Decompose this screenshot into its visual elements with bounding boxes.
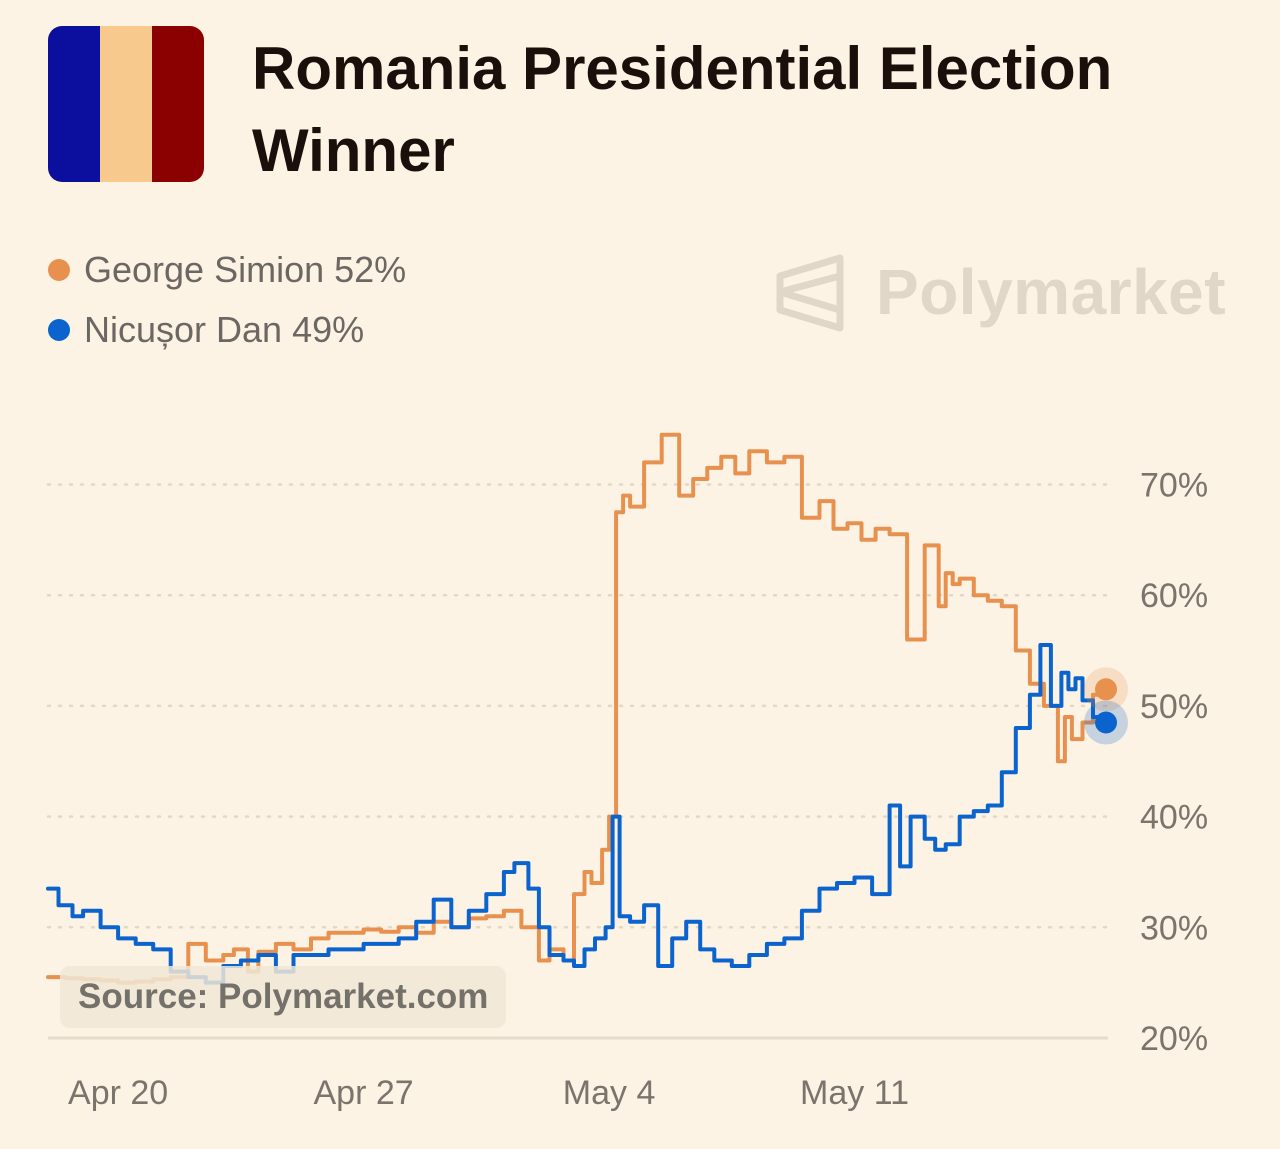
- x-tick-label-1: Apr 27: [314, 1074, 414, 1112]
- legend-label-simion: George Simion 52%: [84, 249, 407, 290]
- page-title: Romania Presidential Election Winner: [252, 35, 1113, 184]
- legend-item-dan: Nicușor Dan 49%: [48, 300, 406, 360]
- endpoint-layer: [1084, 667, 1128, 745]
- flag-stripe-yellow: [100, 26, 152, 182]
- series-layer: [46, 432, 1102, 985]
- legend-dot-simion: [48, 259, 70, 281]
- polymarket-watermark: Polymarket: [776, 252, 1226, 332]
- series-line-dan: [46, 643, 1102, 985]
- chart-legend: George Simion 52% Nicușor Dan 49%: [48, 240, 406, 360]
- y-tick-label-70: 70%: [1140, 467, 1208, 505]
- x-tick-label-0: Apr 20: [68, 1074, 168, 1112]
- flag-stripe-blue: [48, 26, 100, 182]
- x-tick-label-2: May 4: [563, 1074, 656, 1112]
- grid-layer: [46, 483, 1110, 1040]
- legend-item-simion: George Simion 52%: [48, 240, 406, 300]
- romania-flag-icon: [48, 26, 204, 182]
- y-tick-label-20: 20%: [1140, 1020, 1208, 1058]
- y-tick-label-40: 40%: [1140, 799, 1208, 837]
- endpoint-dan: [1095, 711, 1117, 734]
- legend-dot-dan: [48, 319, 70, 341]
- y-axis: 20% 30% 40% 50% 60% 70%: [1140, 467, 1208, 1059]
- flag-stripe-red: [152, 26, 204, 182]
- y-tick-label-60: 60%: [1140, 577, 1208, 615]
- source-label: Source: Polymarket.com: [60, 966, 507, 1028]
- polymarket-logo-icon: [776, 254, 844, 332]
- watermark-text: Polymarket: [876, 256, 1227, 328]
- series-line-simion: [46, 432, 1102, 985]
- legend-label-dan: Nicușor Dan 49%: [84, 309, 365, 350]
- y-tick-label-50: 50%: [1140, 688, 1208, 726]
- y-tick-label-30: 30%: [1140, 909, 1208, 947]
- x-tick-label-3: May 11: [800, 1074, 909, 1112]
- x-axis: Apr 20 Apr 27 May 4 May 11: [68, 1074, 909, 1112]
- endpoint-simion: [1095, 678, 1117, 701]
